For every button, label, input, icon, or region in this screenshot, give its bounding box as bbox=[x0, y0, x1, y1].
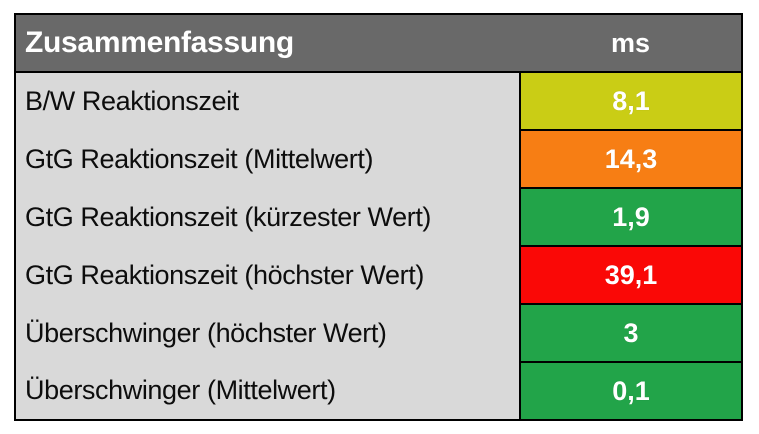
row-value: 8,1 bbox=[520, 71, 742, 131]
row-value: 14,3 bbox=[520, 129, 742, 189]
row-value: 0,1 bbox=[520, 361, 742, 421]
row-value: 1,9 bbox=[520, 187, 742, 247]
table-row: Überschwinger (höchster Wert) 3 bbox=[15, 303, 742, 363]
row-label: Überschwinger (Mittelwert) bbox=[15, 362, 521, 420]
row-value: 39,1 bbox=[520, 245, 742, 305]
row-label: GtG Reaktionszeit (höchster Wert) bbox=[15, 246, 521, 304]
table-row: GtG Reaktionszeit (Mittelwert) 14,3 bbox=[15, 129, 742, 189]
response-time-summary-table: Zusammenfassung ms B/W Reaktionszeit 8,1… bbox=[14, 13, 743, 421]
row-label: B/W Reaktionszeit bbox=[15, 72, 521, 130]
row-label: GtG Reaktionszeit (Mittelwert) bbox=[15, 130, 521, 188]
table-row: Überschwinger (Mittelwert) 0,1 bbox=[15, 361, 742, 421]
row-label: GtG Reaktionszeit (kürzester Wert) bbox=[15, 188, 521, 246]
row-value: 3 bbox=[520, 303, 742, 363]
table-row: GtG Reaktionszeit (höchster Wert) 39,1 bbox=[15, 245, 742, 305]
table-row: GtG Reaktionszeit (kürzester Wert) 1,9 bbox=[15, 187, 742, 247]
table-header-row: Zusammenfassung ms bbox=[15, 14, 742, 73]
row-label: Überschwinger (höchster Wert) bbox=[15, 304, 521, 362]
unit-column-header: ms bbox=[520, 14, 742, 73]
table-title: Zusammenfassung bbox=[15, 14, 520, 73]
table-row: B/W Reaktionszeit 8,1 bbox=[15, 71, 742, 131]
